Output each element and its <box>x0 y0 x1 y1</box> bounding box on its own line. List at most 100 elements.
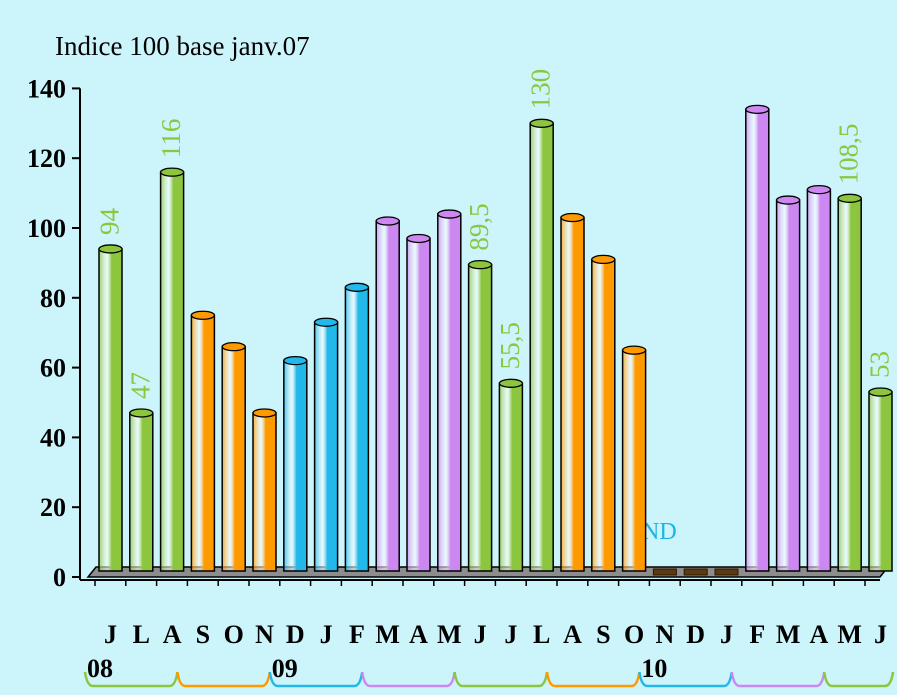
data-label: 55,5 <box>495 322 525 369</box>
bar <box>130 409 153 571</box>
bar <box>623 346 646 571</box>
data-label: 47 <box>125 372 155 399</box>
bar <box>746 105 769 571</box>
bar-top <box>838 194 861 202</box>
data-label: 108,5 <box>834 124 864 185</box>
x-tick-label: A <box>810 620 829 649</box>
bar-body <box>438 214 461 571</box>
bar-top <box>869 388 892 396</box>
data-label: 89,5 <box>464 203 494 250</box>
bar-body <box>623 350 646 571</box>
bar <box>222 343 245 571</box>
bar-missing <box>653 569 676 575</box>
bar-top <box>561 214 584 222</box>
bar-body <box>777 200 800 571</box>
bar <box>345 283 368 571</box>
y-tick-label: 20 <box>40 493 66 522</box>
data-label: 53 <box>865 351 895 378</box>
year-label: 08 <box>87 654 113 683</box>
bar-top <box>315 318 338 326</box>
x-tick-label: F <box>349 620 365 649</box>
x-tick-label: M <box>837 620 862 649</box>
bar-top <box>253 409 276 417</box>
bar-top <box>807 186 830 194</box>
y-tick-label: 140 <box>27 74 66 103</box>
season-bracket <box>177 672 269 686</box>
bar <box>161 168 184 571</box>
bar <box>253 409 276 571</box>
x-tick-label: N <box>255 620 274 649</box>
bar-missing <box>715 569 738 575</box>
bar-top <box>130 409 153 417</box>
bar-body <box>315 322 338 571</box>
x-tick-label: L <box>133 620 150 649</box>
chart-title: Indice 100 base janv.07 <box>55 31 310 61</box>
x-tick-label: L <box>533 620 550 649</box>
x-tick-label: J <box>504 620 517 649</box>
bar-body <box>284 361 307 571</box>
season-bracket <box>824 672 893 686</box>
season-bracket <box>362 672 454 686</box>
bar-top <box>623 346 646 354</box>
data-label: 94 <box>95 207 125 235</box>
x-tick-label: N <box>656 620 675 649</box>
bar-body <box>838 198 861 571</box>
x-tick-label: J <box>720 620 733 649</box>
bar <box>438 210 461 571</box>
bar-body <box>253 413 276 571</box>
bar-top <box>99 245 122 253</box>
bar-top <box>376 217 399 225</box>
bar-top <box>222 343 245 351</box>
bar-body <box>592 259 615 571</box>
x-tick-label: F <box>749 620 765 649</box>
nd-label: ND <box>642 519 677 545</box>
y-tick-label: 100 <box>27 214 66 243</box>
bar-body <box>99 249 122 571</box>
bar-body <box>407 238 430 571</box>
bar <box>869 388 892 571</box>
bar-top <box>777 196 800 204</box>
season-bracket <box>455 672 547 686</box>
bar-top <box>469 261 492 269</box>
y-tick-label: 60 <box>40 354 66 383</box>
bar <box>530 119 553 571</box>
y-tick-label: 80 <box>40 284 66 313</box>
bar <box>407 234 430 571</box>
x-tick-label: S <box>596 620 610 649</box>
bar <box>499 379 522 571</box>
bar <box>99 245 122 571</box>
x-tick-label: M <box>375 620 400 649</box>
bar-body <box>561 218 584 571</box>
bar-body <box>469 265 492 571</box>
bar-body <box>161 172 184 571</box>
data-label: 116 <box>156 119 186 159</box>
bar-body <box>530 123 553 571</box>
x-tick-label: J <box>104 620 117 649</box>
bar-body <box>376 221 399 571</box>
x-tick-label: D <box>286 620 305 649</box>
bar-top <box>746 105 769 113</box>
season-bracket <box>732 672 824 686</box>
y-tick-label: 0 <box>53 563 66 592</box>
bar-body <box>222 347 245 571</box>
bar-top <box>191 311 214 319</box>
x-tick-label: J <box>874 620 887 649</box>
x-tick-label: D <box>686 620 705 649</box>
bar-top <box>592 255 615 263</box>
bar-top <box>161 168 184 176</box>
bar-body <box>807 190 830 571</box>
y-tick-label: 40 <box>40 423 66 452</box>
x-tick-label: A <box>163 620 182 649</box>
bar <box>376 217 399 571</box>
y-tick-label: 120 <box>27 144 66 173</box>
bar <box>838 194 861 571</box>
bar <box>315 318 338 571</box>
bar-top <box>407 234 430 242</box>
x-tick-label: A <box>563 620 582 649</box>
x-tick-label: M <box>776 620 801 649</box>
bar-top <box>499 379 522 387</box>
bar-body <box>191 315 214 571</box>
bar <box>807 186 830 571</box>
bar <box>284 357 307 571</box>
